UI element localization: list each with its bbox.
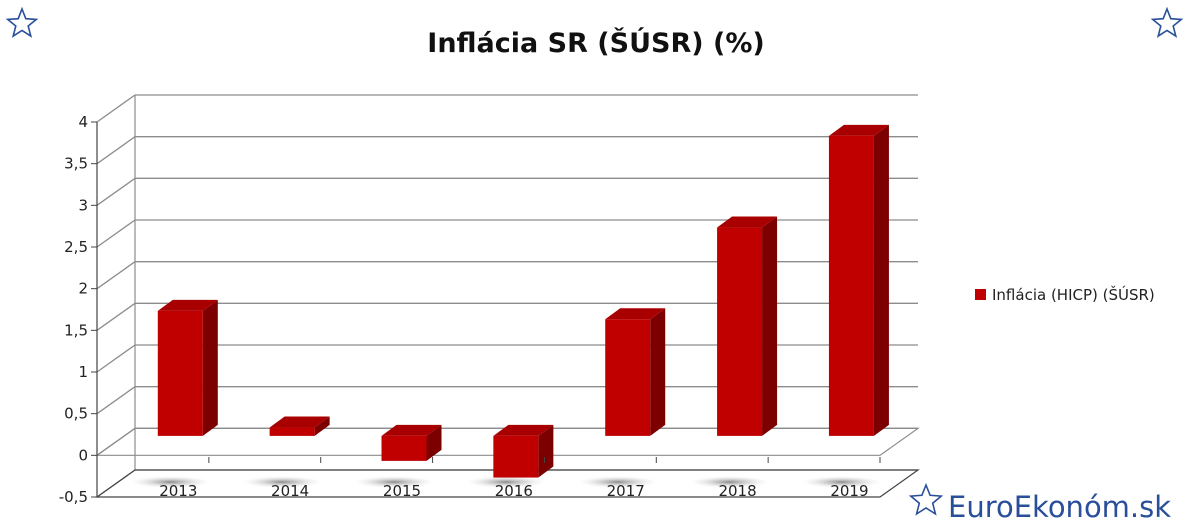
bar-front	[269, 427, 315, 436]
bar-top	[605, 308, 666, 320]
bar-side	[426, 424, 442, 461]
y-tick-label: 3,5	[64, 155, 88, 173]
bar-top	[269, 416, 330, 428]
floor	[95, 427, 920, 498]
brand-name: EuroEkonóm.sk	[948, 490, 1171, 524]
bar-shadow	[465, 476, 546, 488]
bar-shadow	[801, 476, 882, 488]
y-tick-label: 2	[78, 280, 88, 298]
bar-front	[493, 435, 539, 478]
side-gridline	[96, 219, 136, 248]
bar-shadow	[689, 476, 770, 488]
side-gridline	[96, 386, 136, 415]
star-outline-icon	[5, 6, 39, 38]
side-gridline	[96, 302, 136, 331]
y-tick-label: 1	[78, 363, 88, 381]
bar-top	[493, 424, 554, 436]
legend-label: Inflácia (HICP) (ŠÚSR)	[992, 285, 1155, 304]
bar-front	[157, 310, 203, 436]
bar-2015	[381, 424, 442, 461]
bar-2019	[828, 124, 889, 436]
zero-plane	[95, 427, 920, 456]
x-tick-label: 2014	[271, 482, 309, 500]
bar-top	[381, 424, 442, 436]
bar-front	[717, 227, 763, 436]
bar-side	[873, 124, 889, 436]
bar-2014	[269, 416, 330, 436]
x-tick-label: 2016	[495, 482, 533, 500]
y-tick-label: 3	[78, 196, 88, 214]
legend: Inflácia (HICP) (ŠÚSR)	[975, 285, 1155, 304]
star-outline-icon	[908, 482, 944, 516]
bars	[130, 124, 889, 488]
bar-2013	[157, 299, 218, 436]
x-tick-label: 2019	[830, 482, 868, 500]
star-outline-icon	[1150, 6, 1184, 38]
bar-2016	[493, 424, 554, 478]
y-tick-label: -0,5	[59, 488, 88, 506]
bar-side	[314, 416, 330, 436]
y-tick-label: 2,5	[64, 238, 88, 256]
brand-logo: EuroEkonóm.sk	[908, 482, 1171, 524]
bar-shadow	[354, 476, 435, 488]
bar-side	[762, 216, 778, 436]
bar-front	[605, 319, 651, 436]
side-gridline	[96, 344, 136, 373]
bar-side	[202, 299, 218, 436]
y-tick-label: 0,5	[64, 405, 88, 423]
bar-top	[157, 299, 218, 311]
side-gridline	[96, 94, 136, 123]
bar-2018	[717, 216, 778, 436]
x-tick-label: 2017	[607, 482, 645, 500]
x-tick-label: 2013	[159, 482, 197, 500]
legend-swatch	[975, 289, 986, 300]
bar-2017	[605, 308, 666, 436]
bar-shadow	[130, 476, 211, 488]
floor-plane	[95, 469, 920, 498]
bar-top	[717, 216, 778, 228]
y-tick-label: 0	[78, 446, 88, 464]
y-axis: 4 3,5 3 2,5 2 1,5 1 0,5 0 -0,5	[59, 113, 98, 506]
y-tick-label: 4	[78, 113, 88, 131]
chart-title: Inflácia SR (ŠÚSR) (%)	[427, 27, 764, 59]
bar-side	[538, 424, 554, 478]
side-gridline	[96, 177, 136, 206]
bar-front	[828, 135, 874, 436]
bar-top	[828, 124, 889, 136]
bar-shadow	[242, 476, 323, 488]
x-tick-label: 2015	[383, 482, 421, 500]
bar-side	[650, 308, 666, 436]
side-gridline	[96, 136, 136, 165]
bar-shadow	[577, 476, 658, 488]
bar-front	[381, 435, 427, 461]
x-axis: 2013 2014 2015 2016 2017 2018 2019	[159, 457, 881, 500]
y-tick-label: 1,5	[64, 321, 88, 339]
side-gridline	[96, 261, 136, 290]
x-tick-label: 2018	[718, 482, 756, 500]
